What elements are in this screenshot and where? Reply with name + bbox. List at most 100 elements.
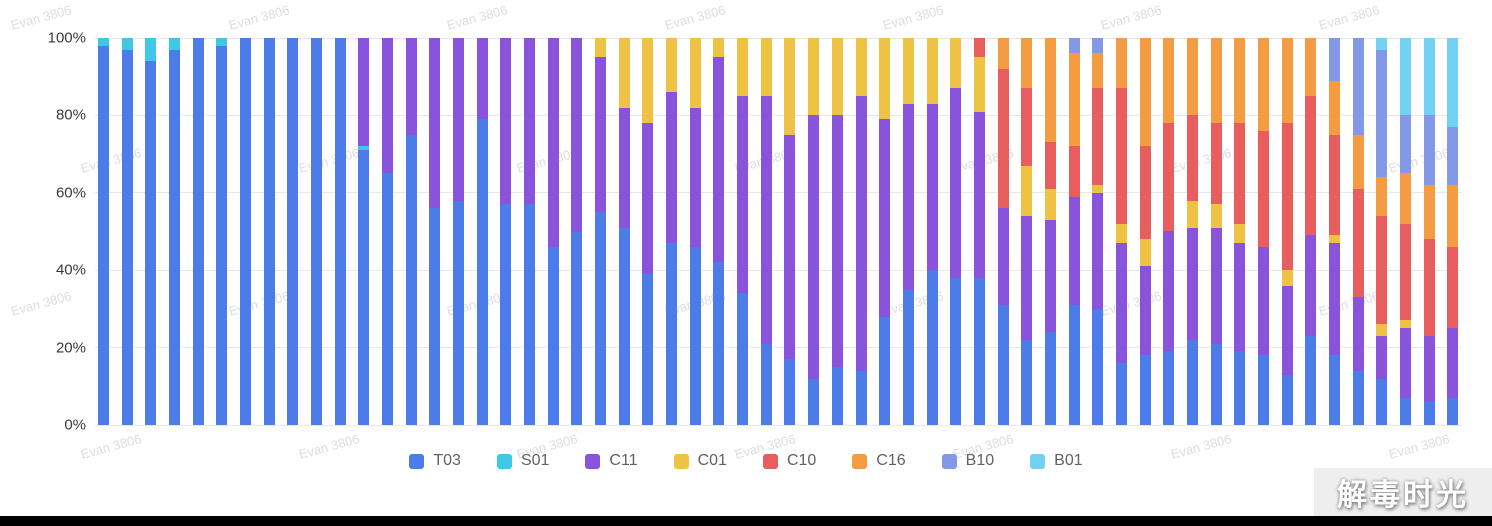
bar-segment-C16: [1376, 177, 1388, 216]
bar-segment-C16: [1352, 134, 1364, 189]
stacked-bar: [642, 38, 654, 425]
stacked-bar: [784, 38, 796, 425]
bar-segment-C11: [382, 38, 394, 174]
bar-segment-B10: [1399, 115, 1411, 174]
bar-segment-T03: [737, 293, 749, 425]
plot-area: [95, 37, 1462, 426]
bar-segment-T03: [808, 378, 820, 425]
bar-segment-T03: [666, 243, 678, 425]
stacked-bar: [1399, 38, 1411, 425]
bar-segment-T03: [405, 134, 417, 425]
legend-label: B10: [965, 452, 995, 469]
bar-segment-C01: [926, 38, 938, 104]
bar-segment-T03: [1352, 370, 1364, 425]
bar-segment-T03: [334, 38, 346, 425]
bar-segment-C10: [1423, 239, 1435, 336]
bar-segment-T03: [1376, 378, 1388, 425]
bar-segment-C11: [358, 38, 370, 147]
watermark-text: Evan 3806: [1099, 2, 1164, 33]
bar-segment-T03: [1281, 374, 1293, 425]
bar-segment-C01: [1021, 165, 1033, 216]
stacked-bar: [1257, 38, 1269, 425]
bar-segment-B10: [1328, 38, 1340, 81]
bar-segment-C16: [1328, 80, 1340, 135]
legend-label: S01: [520, 452, 550, 469]
stacked-bar: [405, 38, 417, 425]
bar-segment-T03: [831, 366, 843, 425]
bar-segment-C11: [524, 38, 536, 205]
stacked-bar: [240, 38, 252, 425]
bar-segment-C11: [666, 92, 678, 244]
bar-segment-C11: [1234, 243, 1246, 352]
bar-segment-T03: [1234, 351, 1246, 425]
stacked-bar: [500, 38, 512, 425]
legend-swatch: [941, 453, 957, 469]
bar-segment-C11: [1352, 297, 1364, 371]
bar-segment-T03: [98, 45, 109, 425]
bar-segment-C10: [997, 68, 1009, 209]
stacked-bar: [737, 38, 749, 425]
legend-item-C10[interactable]: C10: [762, 452, 816, 470]
stacked-bar: [334, 38, 346, 425]
stacked-bar: [169, 38, 181, 425]
legend-label: C01: [697, 452, 727, 469]
bar-segment-C11: [571, 38, 583, 232]
bar-segment-C11: [760, 96, 772, 344]
gridline: [95, 192, 1462, 194]
y-tick-label: 100%: [47, 29, 86, 47]
bar-segment-C11: [618, 107, 630, 228]
bar-segment-C01: [1115, 223, 1127, 244]
bar-segment-C11: [500, 38, 512, 205]
bar-segment-C10: [1305, 96, 1317, 236]
stacked-bar: [1068, 38, 1080, 425]
bar-segment-T03: [1139, 355, 1151, 425]
stacked-bar: [808, 38, 820, 425]
legend-item-S01[interactable]: S01: [496, 452, 550, 470]
bar-segment-T03: [713, 262, 725, 425]
legend-item-T03[interactable]: T03: [409, 452, 461, 470]
bottom-black-bar: [0, 516, 1492, 526]
bar-segment-C10: [1115, 88, 1127, 224]
bar-segment-T03: [902, 289, 914, 425]
legend-item-B10[interactable]: B10: [941, 452, 995, 470]
bar-segment-C01: [1399, 320, 1411, 329]
legend-item-B01[interactable]: B01: [1030, 452, 1083, 470]
legend-swatch: [673, 453, 689, 469]
bar-segment-T03: [926, 270, 938, 425]
legend-item-C11[interactable]: C11: [585, 452, 638, 470]
stacked-bar: [1021, 38, 1033, 425]
watermark-text: Evan 3806: [663, 2, 728, 33]
bar-segment-C16: [1305, 38, 1317, 97]
bar-segment-B10: [1423, 115, 1435, 186]
bar-segment-C16: [1044, 38, 1056, 143]
bar-segment-T03: [1423, 401, 1435, 425]
stacked-bar: [1092, 38, 1104, 425]
bar-segment-C16: [1281, 38, 1293, 124]
bar-segment-T03: [1021, 339, 1033, 425]
bar-segment-C01: [950, 38, 962, 89]
bar-segment-B01: [1376, 38, 1388, 50]
bar-segment-C10: [1021, 88, 1033, 166]
bar-segment-C11: [997, 208, 1009, 306]
legend-swatch: [1030, 453, 1046, 469]
bar-segment-C11: [902, 103, 914, 290]
bar-segment-C01: [784, 38, 796, 135]
stacked-bar: [1139, 38, 1151, 425]
stacked-bar: [1044, 38, 1056, 425]
bar-segment-S01: [145, 38, 157, 62]
stacked-bar: [1234, 38, 1246, 425]
legend-item-C16[interactable]: C16: [852, 452, 906, 470]
bar-segment-C10: [1376, 216, 1388, 325]
bar-segment-C16: [997, 38, 1009, 69]
legend-item-C01[interactable]: C01: [673, 452, 727, 470]
bar-segment-C16: [1257, 38, 1269, 131]
stacked-bar: [98, 38, 109, 425]
bar-segment-C11: [429, 38, 441, 209]
bar-segment-T03: [879, 316, 891, 425]
bar-segment-C10: [973, 38, 985, 58]
legend-label: C16: [876, 452, 906, 469]
stacked-bar: [1328, 38, 1340, 425]
stacked-bar: [879, 38, 891, 425]
bar-segment-C01: [902, 38, 914, 104]
stacked-bar: [618, 38, 630, 425]
